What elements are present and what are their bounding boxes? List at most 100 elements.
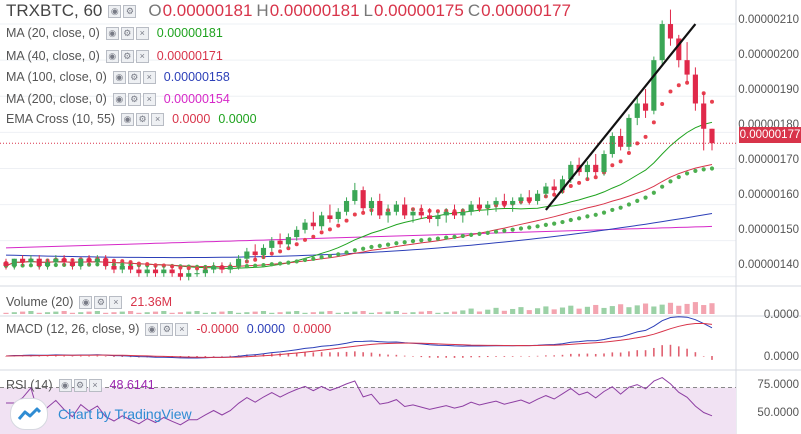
settings-icon[interactable]: ⚙	[120, 49, 134, 63]
close-icon[interactable]: ×	[142, 92, 156, 106]
settings-icon[interactable]: ⚙	[123, 4, 137, 18]
volume-bar	[393, 311, 399, 314]
candle-body	[277, 240, 283, 245]
volume-bar	[128, 311, 134, 314]
candle-body	[285, 237, 291, 245]
indicator-ma100[interactable]: MA (100, close, 0) ◉ ⚙ × 0.00000158	[6, 69, 238, 85]
eye-icon[interactable]: ◉	[108, 4, 122, 18]
settings-icon[interactable]: ⚙	[136, 112, 150, 126]
volume-bar	[443, 312, 449, 314]
ema55-dot	[319, 255, 324, 260]
settings-icon[interactable]: ⚙	[94, 295, 108, 309]
candle-body	[302, 222, 308, 230]
ema55-dot	[535, 224, 540, 229]
ema10-dot	[145, 262, 150, 267]
macd-histogram-bar	[113, 356, 115, 357]
settings-icon[interactable]: ⚙	[160, 322, 174, 336]
macd-histogram-bar	[354, 351, 356, 357]
candle-body	[443, 211, 449, 216]
macd-legend[interactable]: MACD (12, 26, close, 9) ◉ ⚙ × -0.0000 0.00…	[6, 321, 339, 337]
volume-bar	[244, 312, 250, 314]
volume-bar	[501, 310, 507, 314]
volume-bar	[252, 311, 258, 314]
eye-icon[interactable]: ◉	[145, 322, 159, 336]
macd-histogram-bar	[204, 356, 207, 357]
eye-icon[interactable]: ◉	[105, 49, 119, 63]
close-icon[interactable]: ×	[109, 295, 123, 309]
close-icon[interactable]: ×	[142, 70, 156, 84]
macd-histogram-bar	[462, 356, 464, 358]
ema55-dot	[444, 235, 449, 240]
eye-icon[interactable]: ◉	[79, 295, 93, 309]
eye-icon[interactable]: ◉	[112, 70, 126, 84]
eye-icon[interactable]: ◉	[112, 92, 126, 106]
macd-histogram-bar	[711, 356, 713, 360]
macd-histogram-bar	[196, 356, 198, 358]
indicator-ma20[interactable]: MA (20, close, 0) ◉ ⚙ × 0.00000181	[6, 25, 231, 41]
rsi-legend[interactable]: RSI (14) ◉ ⚙ × 48.6141	[6, 377, 163, 393]
indicator-controls: ◉ ⚙ ×	[121, 112, 165, 126]
candle-body	[493, 200, 499, 205]
candle-body	[111, 265, 117, 270]
macd-histogram-bar	[55, 355, 57, 357]
ema55-dot	[552, 221, 557, 226]
volume-bar	[36, 312, 42, 314]
ema10-dot	[626, 150, 631, 155]
volume-bar	[427, 311, 433, 314]
volume-bar	[319, 311, 325, 314]
close-icon[interactable]: ×	[88, 378, 102, 392]
volume-bar	[584, 306, 590, 314]
indicator-ma200[interactable]: MA (200, close, 0) ◉ ⚙ × 0.00000154	[6, 91, 238, 107]
close-icon[interactable]: ×	[175, 322, 189, 336]
macd-histogram-bar	[63, 355, 65, 357]
macd-histogram-bar	[495, 356, 497, 357]
indicator-ma40[interactable]: MA (40, close, 0) ◉ ⚙ × 0.00000171	[6, 48, 231, 64]
macd-value-3: 0.0000	[293, 322, 332, 336]
volume-bar	[510, 308, 516, 314]
candle-body	[659, 24, 665, 61]
tradingview-brand[interactable]: Chart by TradingView	[10, 398, 192, 430]
close-icon[interactable]: ×	[135, 26, 149, 40]
settings-icon[interactable]: ⚙	[127, 70, 141, 84]
macd-histogram-bar	[295, 352, 298, 357]
candle-body	[626, 117, 632, 147]
candle-body	[385, 211, 391, 216]
high-value: 0.00000181	[269, 1, 360, 20]
macd-histogram-bar	[262, 353, 265, 357]
macd-histogram-bar	[578, 353, 580, 357]
macd-histogram-bar	[636, 350, 639, 357]
macd-histogram-bar	[121, 356, 124, 357]
settings-icon[interactable]: ⚙	[127, 92, 141, 106]
candle-body	[294, 229, 300, 238]
volume-bar	[53, 311, 59, 314]
settings-icon[interactable]: ⚙	[73, 378, 87, 392]
macd-histogram-bar	[221, 355, 223, 357]
candle-body	[28, 258, 34, 263]
close-icon[interactable]: ×	[135, 49, 149, 63]
macd-histogram-bar	[287, 353, 290, 357]
ema55-dot	[668, 179, 673, 184]
candle-body	[402, 204, 408, 216]
indicator-ema-cross[interactable]: EMA Cross (10, 55) ◉ ⚙ × 0.0000 0.0000	[6, 111, 265, 127]
macd-histogram-bar	[420, 356, 423, 358]
volume-bar	[667, 302, 674, 314]
brand-label: Chart by TradingView	[58, 406, 192, 422]
eye-icon[interactable]: ◉	[105, 26, 119, 40]
macd-histogram-bar	[594, 353, 597, 357]
price-tick: 0.00000170	[738, 154, 799, 166]
eye-icon[interactable]: ◉	[58, 378, 72, 392]
close-icon[interactable]: ×	[151, 112, 165, 126]
volume-legend[interactable]: Volume (20) ◉ ⚙ × 21.36M	[6, 294, 180, 310]
ema10-dot	[136, 261, 141, 266]
volume-bar	[136, 312, 142, 314]
indicator-controls: ◉ ⚙ ×	[112, 92, 156, 106]
volume-bar	[559, 307, 566, 314]
eye-icon[interactable]: ◉	[121, 112, 135, 126]
ema10-dot	[435, 209, 440, 214]
macd-histogram-bar	[212, 356, 215, 357]
settings-icon[interactable]: ⚙	[120, 26, 134, 40]
open-key: O	[148, 1, 162, 20]
ema55-dot	[601, 210, 607, 215]
ema10-dot	[286, 246, 291, 251]
